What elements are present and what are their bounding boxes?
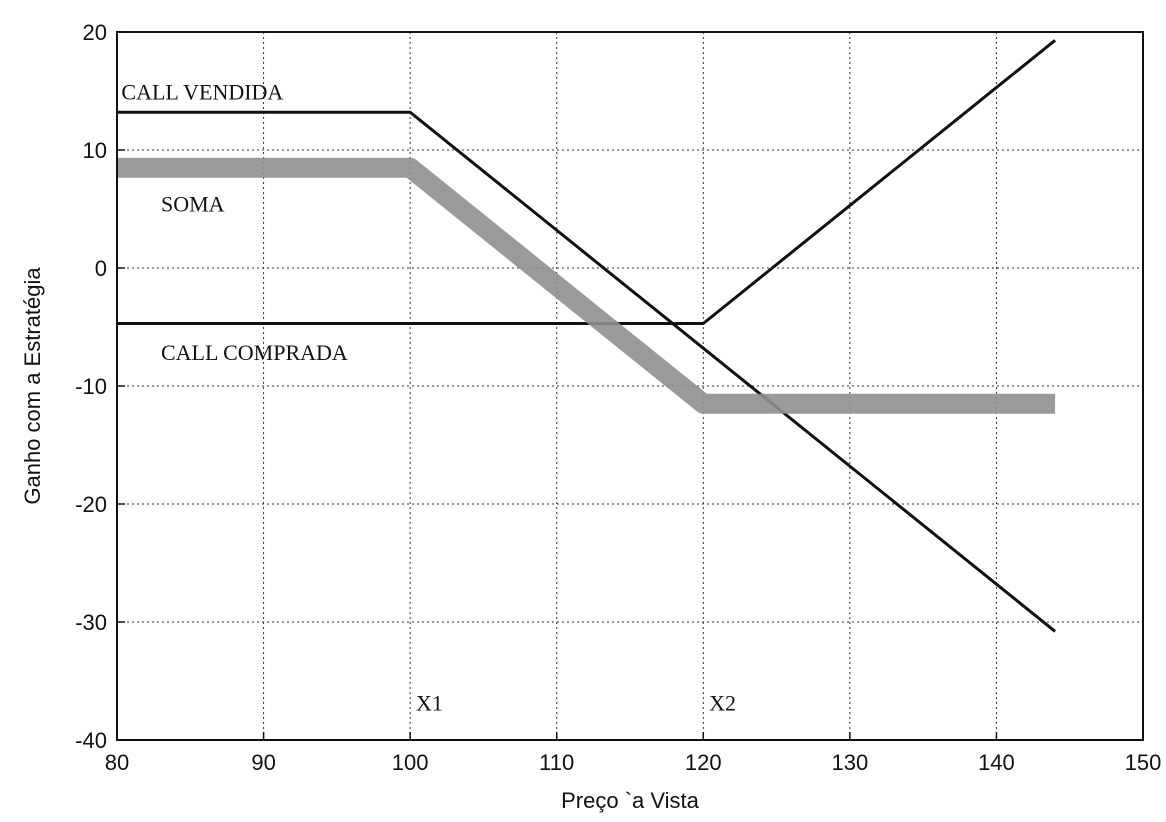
x-tick-label: 90	[251, 750, 275, 775]
series-line-soma	[117, 157, 1056, 414]
y-tick-label: -30	[75, 610, 107, 635]
x-tick-label: 120	[685, 750, 722, 775]
x-tick-label: 80	[105, 750, 129, 775]
y-tick-label: -20	[75, 492, 107, 517]
tick-layer: 80 90 100 110 120 130 140 150 -40 -30 -20 -10 0 10 20	[75, 20, 1161, 775]
y-tick-label: 10	[83, 138, 107, 163]
x-tick-label: 150	[1125, 750, 1162, 775]
y-tick-label: 0	[95, 256, 107, 281]
grid-layer	[117, 32, 1143, 740]
annotation-soma: SOMA	[161, 191, 225, 216]
x-tick-label: 100	[392, 750, 429, 775]
series-line-call-comprada	[117, 39, 1057, 325]
y-tick-label: 20	[83, 20, 107, 45]
series-line-call-vendida	[117, 110, 1057, 633]
y-tick-label: -40	[75, 728, 107, 753]
x-axis-label: Preço `a Vista	[561, 788, 700, 813]
series-layer	[117, 39, 1057, 633]
plot-frame	[116, 31, 1144, 741]
annotation-x1: X1	[416, 691, 443, 716]
annotation-call-vendida: CALL VENDIDA	[121, 79, 283, 104]
annotation-layer: CALL VENDIDA SOMA CALL COMPRADA X1 X2	[121, 79, 736, 715]
annotation-x2: X2	[709, 691, 736, 716]
x-tick-label: 130	[831, 750, 868, 775]
x-tick-label: 110	[539, 750, 574, 775]
x-tick-label: 140	[978, 750, 1015, 775]
y-tick-label: -10	[75, 374, 107, 399]
y-axis-label: Ganho com a Estratégia	[20, 267, 45, 505]
annotation-call-comprada: CALL COMPRADA	[161, 340, 348, 365]
